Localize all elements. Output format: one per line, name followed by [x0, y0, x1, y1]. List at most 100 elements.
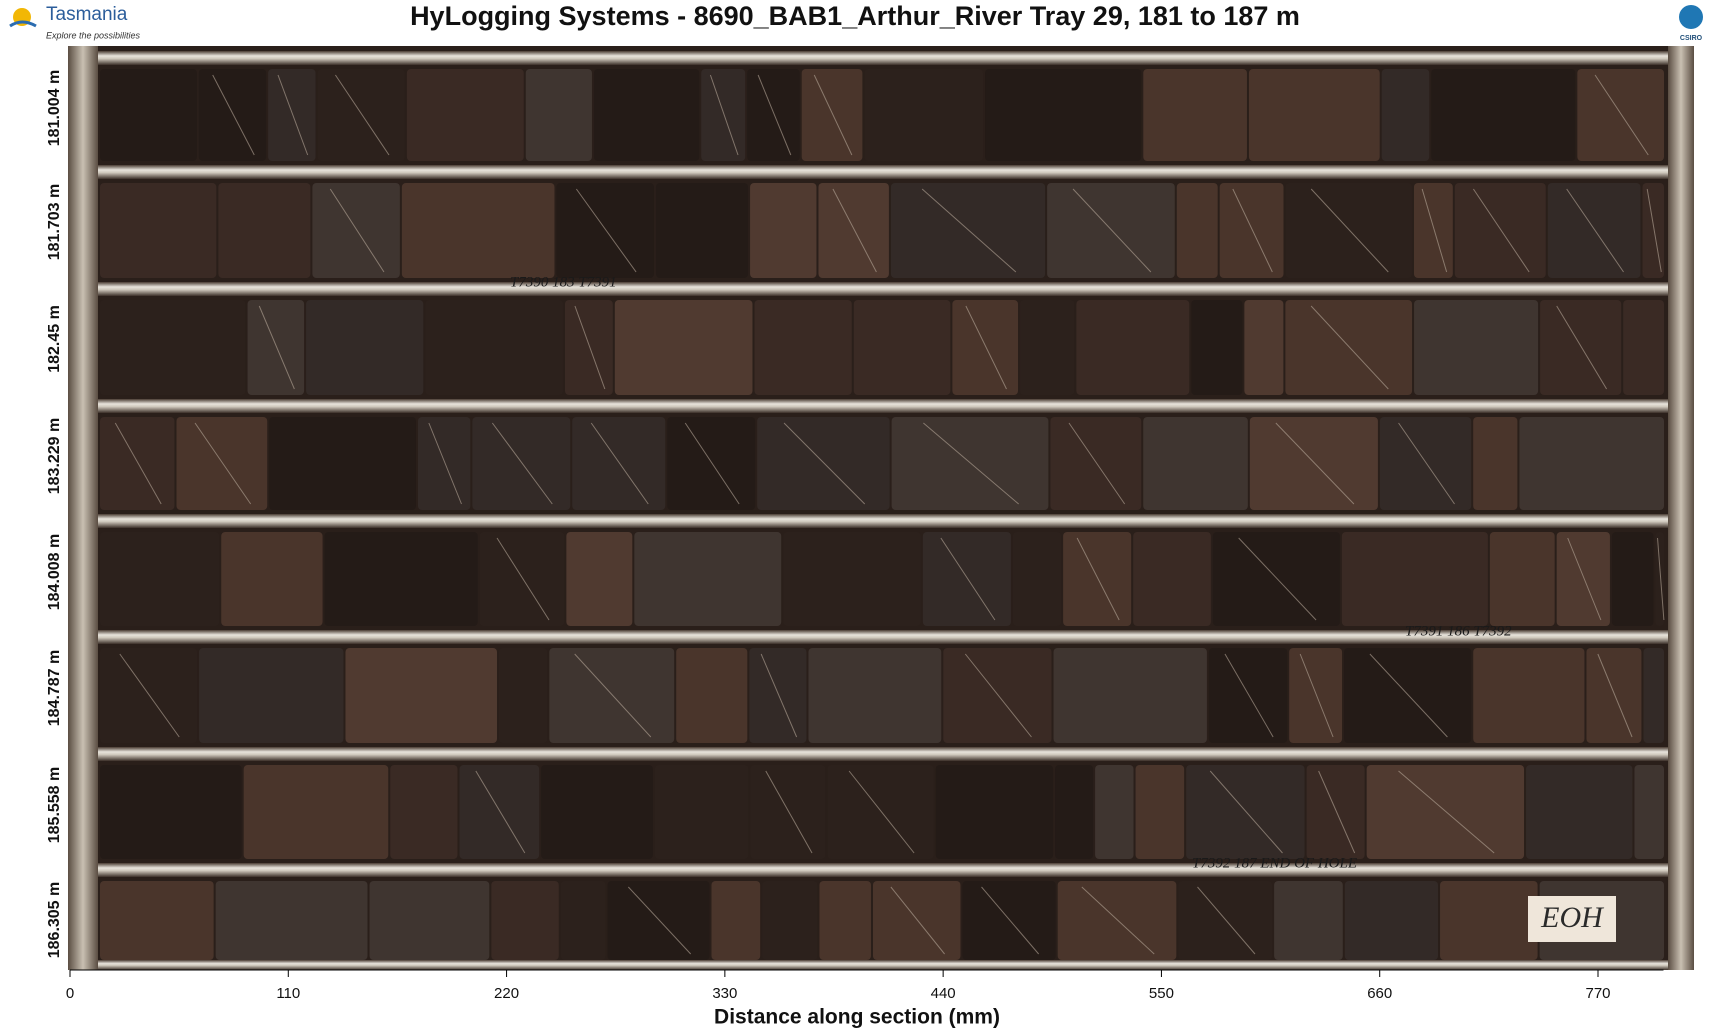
core-piece [701, 69, 746, 161]
core-piece [1473, 648, 1585, 743]
core-vein [1299, 653, 1334, 738]
core-piece [1244, 300, 1284, 395]
core-piece [1489, 532, 1555, 626]
core-vein [783, 422, 866, 505]
core-vein [813, 74, 853, 156]
core-piece [749, 648, 807, 743]
core-vein [1310, 305, 1389, 390]
core-piece [100, 648, 198, 743]
core-piece [1063, 532, 1132, 626]
core-piece [1135, 765, 1185, 859]
core-piece [215, 881, 368, 960]
core-piece [560, 881, 606, 960]
core-piece [1556, 532, 1610, 626]
core-piece [1440, 881, 1538, 960]
x-tick-label: 660 [1367, 985, 1392, 1002]
core-vein [258, 305, 295, 390]
core-piece [750, 765, 826, 859]
core-piece [564, 300, 613, 395]
core-piece [754, 300, 852, 395]
core-piece [425, 300, 563, 395]
core-piece [1249, 417, 1378, 510]
core-vein [1197, 886, 1256, 955]
core-piece [1219, 183, 1284, 278]
core-piece [100, 881, 214, 960]
core-piece [1634, 765, 1664, 859]
core-vein [1076, 537, 1120, 621]
core-vein [574, 305, 606, 390]
depth-label: 181.703 m [46, 184, 63, 261]
core-piece [1379, 417, 1472, 510]
core-piece [872, 881, 961, 960]
eoh-label: EOH [1540, 901, 1605, 934]
core-piece [479, 532, 565, 626]
core-vein [1472, 188, 1530, 273]
depth-labels: 181.004 m 181.703 m 182.45 m 183.229 m 184.0… [46, 70, 63, 959]
logo-circle [1679, 5, 1703, 29]
tray-rod [98, 863, 1668, 877]
core-piece [1012, 532, 1062, 626]
core-vein [491, 422, 553, 505]
core-piece [1020, 300, 1075, 395]
core-piece [1642, 183, 1664, 278]
core-piece [935, 765, 1054, 859]
core-piece [1547, 183, 1641, 278]
core-vein [329, 188, 385, 273]
core-piece [417, 417, 471, 510]
core-piece [827, 765, 934, 859]
core-piece [566, 532, 633, 626]
core-piece [100, 417, 175, 510]
core-piece [1208, 648, 1288, 743]
core-vein [981, 886, 1040, 955]
core-vein [1657, 537, 1665, 621]
core-piece [1414, 300, 1539, 395]
core-piece [541, 765, 653, 859]
core-vein [921, 188, 1017, 273]
core-piece [1431, 69, 1576, 161]
x-tick-label: 440 [931, 985, 956, 1002]
core-piece [655, 183, 749, 278]
core-vein [1238, 537, 1317, 621]
core-vein [1369, 653, 1448, 738]
x-tick-label: 550 [1149, 985, 1174, 1002]
core-vein [965, 305, 1007, 390]
core-vein [119, 653, 180, 738]
core-vein [194, 422, 252, 505]
core-piece [1655, 532, 1664, 626]
handwritten-note: T7390 183 T7391 [510, 274, 617, 290]
tray-rod [98, 282, 1668, 296]
core-piece [654, 765, 749, 859]
core-piece [711, 881, 761, 960]
depth-label: 182.45 m [46, 305, 63, 373]
core-piece [750, 183, 817, 278]
core-piece [757, 417, 890, 510]
x-tick-label: 330 [712, 985, 737, 1002]
tasmania-logo: Tasmania Explore the possibilities [9, 4, 141, 40]
core-vein [1556, 305, 1608, 390]
core-piece [269, 417, 416, 510]
core-piece [962, 881, 1056, 960]
core-vein [684, 422, 740, 505]
core-piece [243, 765, 389, 859]
core-piece [1344, 648, 1472, 743]
core-vein [428, 422, 462, 505]
core-piece [345, 648, 497, 743]
depth-label: 185.558 m [46, 767, 63, 844]
core-piece [1526, 765, 1633, 859]
depth-label: 186.305 m [46, 882, 63, 959]
core-piece [1176, 183, 1218, 278]
core-piece [1274, 881, 1343, 960]
x-axis: 0 110 220 330 440 550 660 770 [66, 970, 1611, 1002]
tray-rod [98, 747, 1668, 761]
core-piece [783, 532, 921, 626]
core-vein [627, 886, 692, 955]
core-piece [747, 69, 800, 161]
core-vein [575, 188, 637, 273]
core-piece [1143, 417, 1248, 510]
x-tick-label: 220 [494, 985, 519, 1002]
x-tick-label: 770 [1585, 985, 1610, 1002]
tray-rod [98, 165, 1668, 179]
core-piece [1057, 881, 1177, 960]
core-piece [1586, 648, 1642, 743]
core-piece [819, 881, 871, 960]
